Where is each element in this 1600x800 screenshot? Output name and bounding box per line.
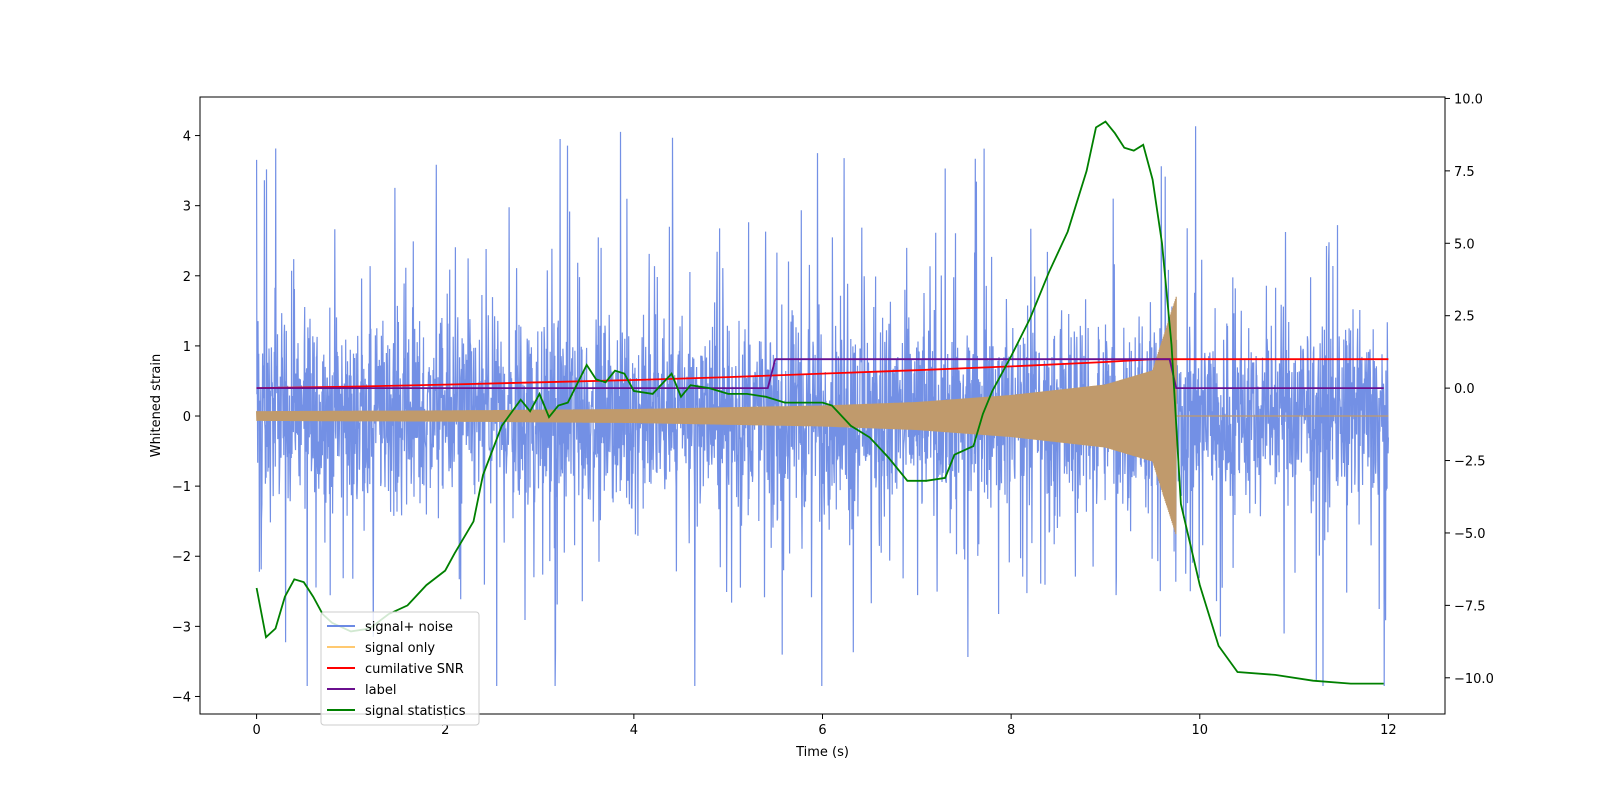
legend-label: label	[365, 683, 396, 698]
series-signal-statistics	[255, 120, 1384, 685]
y-tick-label: −1	[172, 480, 191, 495]
y2-tick-label: 5.0	[1454, 237, 1475, 252]
plot-series	[255, 120, 1389, 687]
y-tick-label: 2	[183, 270, 191, 285]
x-tick-label: 8	[1007, 723, 1015, 738]
y2-tick-label: 2.5	[1454, 310, 1475, 325]
legend: signal+ noise signal only cumilative SNR la…	[320, 611, 480, 726]
series-cumilative-snr	[256, 358, 1389, 389]
y2-tick-label: 0.0	[1454, 382, 1475, 397]
x-tick-label: 6	[818, 723, 826, 738]
y2-tick-label: 10.0	[1454, 92, 1483, 107]
series-line	[256, 126, 1389, 687]
y-tick-label: 1	[183, 340, 191, 355]
legend-item: cumilative SNR	[327, 662, 464, 677]
legend-label: signal+ noise	[365, 620, 453, 635]
x-tick-label: 12	[1380, 723, 1397, 738]
y2-tick-label: −2.5	[1454, 455, 1486, 470]
y-tick-label: −4	[172, 690, 191, 705]
y-axis-right: −10.0 −7.5 −5.0 −2.5 0.0 2.5 5.0 7.5 10.0	[1445, 92, 1494, 687]
legend-label: signal only	[365, 641, 435, 656]
series-line	[256, 358, 1384, 389]
series-signal-only	[256, 296, 1389, 535]
legend-label: signal statistics	[365, 704, 466, 719]
x-axis-label: Time (s)	[795, 745, 849, 760]
legend-item: signal only	[327, 641, 435, 656]
x-tick-label: 0	[252, 723, 260, 738]
legend-item: signal+ noise	[327, 620, 453, 635]
y-axis-label: Whitened strain	[149, 354, 164, 457]
legend-label: cumilative SNR	[365, 662, 464, 677]
legend-item: signal statistics	[327, 704, 466, 719]
y-tick-label: 4	[183, 130, 191, 145]
legend-item: label	[327, 683, 396, 698]
series-label	[256, 358, 1384, 389]
y-tick-label: 3	[183, 200, 191, 215]
series-line	[256, 296, 1389, 535]
y2-tick-label: −10.0	[1454, 672, 1494, 687]
y2-tick-label: −7.5	[1454, 599, 1486, 614]
x-axis: 0 2 4 6 8 10 12	[252, 714, 1397, 738]
y2-tick-label: −5.0	[1454, 527, 1486, 542]
y-axis-left: −4 −3 −2 −1 0 1 2 3 4	[172, 130, 200, 705]
y2-tick-label: 7.5	[1454, 165, 1475, 180]
x-tick-label: 4	[630, 723, 638, 738]
series-line	[256, 358, 1389, 389]
legend-box	[320, 611, 480, 726]
series-signal-noise	[256, 126, 1389, 687]
x-tick-label: 2	[441, 723, 449, 738]
x-tick-label: 10	[1191, 723, 1208, 738]
y-tick-label: −3	[172, 620, 191, 635]
y-tick-label: −2	[172, 550, 191, 565]
series-line	[255, 120, 1384, 685]
y-tick-label: 0	[183, 410, 191, 425]
